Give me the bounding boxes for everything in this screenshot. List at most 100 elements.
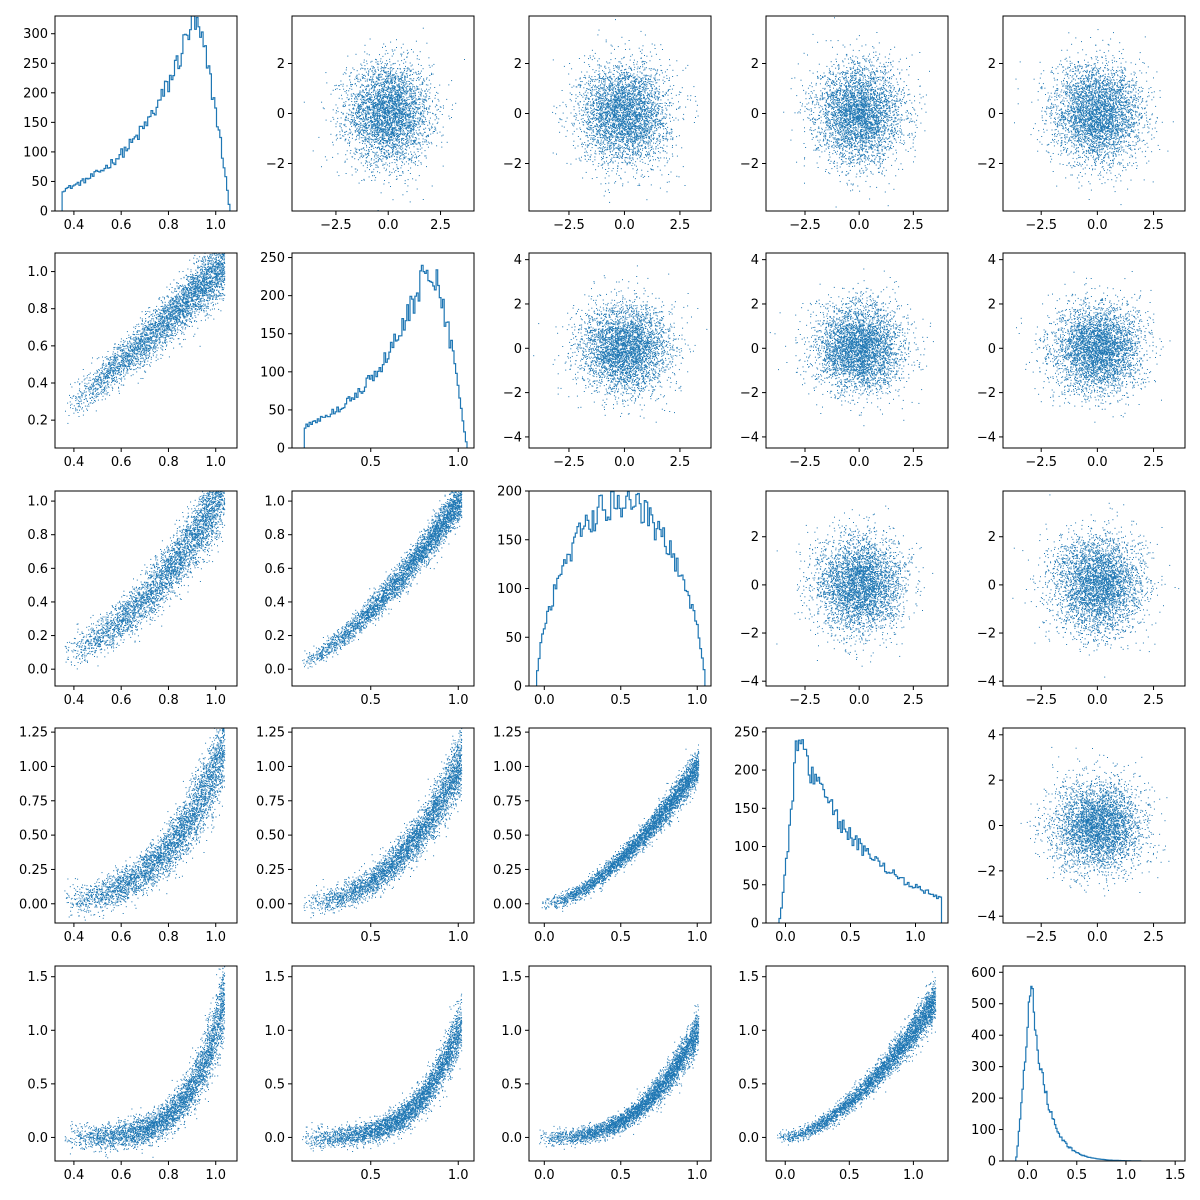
point	[622, 132, 623, 133]
point	[369, 79, 370, 80]
point	[395, 138, 396, 139]
point	[339, 89, 340, 90]
point	[644, 125, 645, 126]
point	[380, 106, 381, 107]
point	[416, 41, 417, 42]
point	[606, 173, 607, 174]
point	[387, 53, 388, 54]
point	[341, 123, 342, 124]
point	[405, 149, 406, 150]
point	[373, 85, 374, 86]
point	[401, 165, 402, 166]
point	[386, 83, 387, 84]
point	[400, 91, 401, 92]
point	[365, 163, 366, 164]
point	[411, 125, 412, 126]
point	[378, 69, 379, 70]
point	[401, 114, 402, 115]
point	[357, 94, 358, 95]
point	[349, 121, 350, 122]
point	[356, 218, 357, 219]
point	[384, 168, 385, 169]
point	[376, 134, 377, 135]
point	[400, 152, 401, 153]
point	[373, 112, 374, 113]
point	[346, 93, 347, 94]
point	[347, 97, 348, 98]
point	[639, 157, 640, 158]
point	[417, 118, 418, 119]
point	[388, 110, 389, 111]
point	[411, 93, 412, 94]
point	[408, 81, 409, 82]
point	[378, 126, 379, 127]
point	[405, 112, 406, 113]
point	[403, 85, 404, 86]
point	[395, 101, 396, 102]
point	[406, 107, 407, 108]
point	[371, 104, 372, 105]
point	[354, 158, 355, 159]
point	[411, 120, 412, 121]
point	[363, 131, 364, 132]
point	[361, 114, 362, 115]
point	[373, 67, 374, 68]
point	[347, 150, 348, 151]
point	[416, 74, 417, 75]
x-tick-label: 0.0	[378, 218, 399, 233]
point	[622, 148, 623, 149]
point	[407, 99, 408, 100]
point	[390, 83, 391, 84]
point	[437, 133, 438, 134]
point	[365, 89, 366, 90]
point	[383, 184, 384, 185]
point	[349, 129, 350, 130]
point	[379, 139, 380, 140]
point	[367, 63, 368, 64]
point	[381, 77, 382, 78]
point	[650, 145, 651, 146]
point	[387, 110, 388, 111]
point	[381, 68, 382, 69]
point	[560, 119, 561, 120]
point	[376, 137, 377, 138]
point	[372, 146, 373, 147]
point	[346, 120, 347, 121]
point	[377, 129, 378, 130]
point	[434, 131, 435, 132]
point	[410, 126, 411, 127]
point	[406, 141, 407, 142]
point	[359, 133, 360, 134]
point	[385, 162, 386, 163]
point	[443, 166, 444, 167]
point	[593, 137, 594, 138]
point	[370, 98, 371, 99]
point	[360, 123, 361, 124]
point	[371, 79, 372, 80]
point	[411, 99, 412, 100]
point	[370, 39, 371, 40]
point	[371, 133, 372, 134]
point	[331, 94, 332, 95]
point	[382, 47, 383, 48]
point	[376, 77, 377, 78]
point	[422, 101, 423, 102]
point	[426, 108, 427, 109]
point	[377, 166, 378, 167]
point	[386, 150, 387, 151]
point	[599, 118, 600, 119]
point	[345, 134, 346, 135]
point	[369, 147, 370, 148]
point	[379, 77, 380, 78]
point	[403, 82, 404, 83]
point	[399, 100, 400, 101]
point	[385, 129, 386, 130]
point	[359, 81, 360, 82]
point	[349, 88, 350, 89]
point	[604, 138, 605, 139]
point	[386, 155, 387, 156]
point	[407, 50, 408, 51]
point	[389, 157, 390, 158]
point	[418, 109, 419, 110]
point	[377, 117, 378, 118]
